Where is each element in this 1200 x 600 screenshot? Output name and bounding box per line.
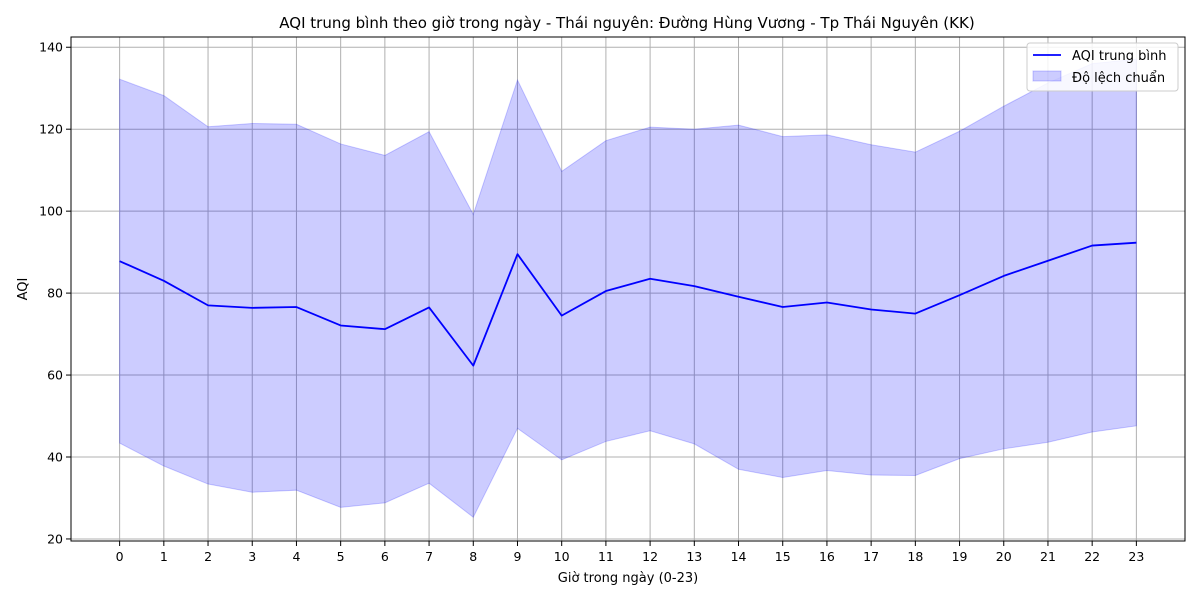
legend-label-mean: AQI trung bình: [1072, 49, 1167, 64]
y-tick-label: 120: [39, 122, 63, 137]
x-tick-label: 11: [598, 549, 614, 564]
plot-frame: [70, 36, 1186, 542]
x-tick-label: 17: [863, 549, 879, 564]
x-tick-label: 13: [686, 549, 702, 564]
x-tick-label: 20: [996, 549, 1012, 564]
x-axis-ticks: 0 1 2 3 4 5 6 7 8 9 10 11 12 13 14 15 16 17 18 19 20 21 22 23: [116, 541, 1144, 564]
x-tick-label: 9: [514, 549, 522, 564]
x-tick-label: 7: [425, 549, 433, 564]
y-tick-label: 100: [39, 204, 63, 219]
grid-lines: [71, 37, 1185, 541]
y-tick-label: 40: [47, 450, 63, 465]
x-tick-label: 16: [819, 549, 835, 564]
y-tick-label: 140: [39, 40, 63, 55]
std-band: [119, 58, 1137, 519]
y-axis-label: AQI: [16, 278, 31, 301]
y-tick-label: 20: [47, 531, 63, 546]
x-tick-label: 8: [469, 549, 477, 564]
legend: AQI trung bình Độ lệch chuẩn: [1026, 42, 1179, 92]
x-tick-label: 15: [775, 549, 791, 564]
x-tick-label: 12: [642, 549, 658, 564]
chart-title: AQI trung bình theo giờ trong ngày - Thá…: [279, 14, 974, 32]
std-band-layer: [119, 58, 1137, 519]
x-tick-label: 2: [204, 549, 212, 564]
x-tick-label: 21: [1040, 549, 1056, 564]
x-tick-label: 6: [381, 549, 389, 564]
x-tick-label: 1: [160, 549, 168, 564]
x-tick-label: 18: [907, 549, 923, 564]
x-tick-label: 22: [1084, 549, 1100, 564]
x-tick-label: 5: [337, 549, 345, 564]
mean-line-layer: [119, 241, 1137, 367]
x-tick-label: 3: [248, 549, 256, 564]
x-tick-label: 23: [1128, 549, 1144, 564]
y-tick-label: 80: [47, 286, 63, 301]
mean-aqi-line: [119, 241, 1137, 367]
x-tick-label: 4: [292, 549, 300, 564]
x-tick-label: 0: [116, 549, 124, 564]
x-axis-label: Giờ trong ngày (0-23): [558, 571, 698, 586]
legend-box: [1026, 42, 1179, 92]
y-tick-label: 60: [47, 368, 63, 383]
y-axis-ticks: 20 40 60 80 100 120 140: [39, 40, 71, 546]
x-tick-label: 19: [952, 549, 968, 564]
legend-band-swatch: [1032, 70, 1062, 82]
legend-label-std: Độ lệch chuẩn: [1072, 71, 1165, 86]
x-tick-label: 14: [731, 549, 747, 564]
x-tick-label: 10: [554, 549, 570, 564]
